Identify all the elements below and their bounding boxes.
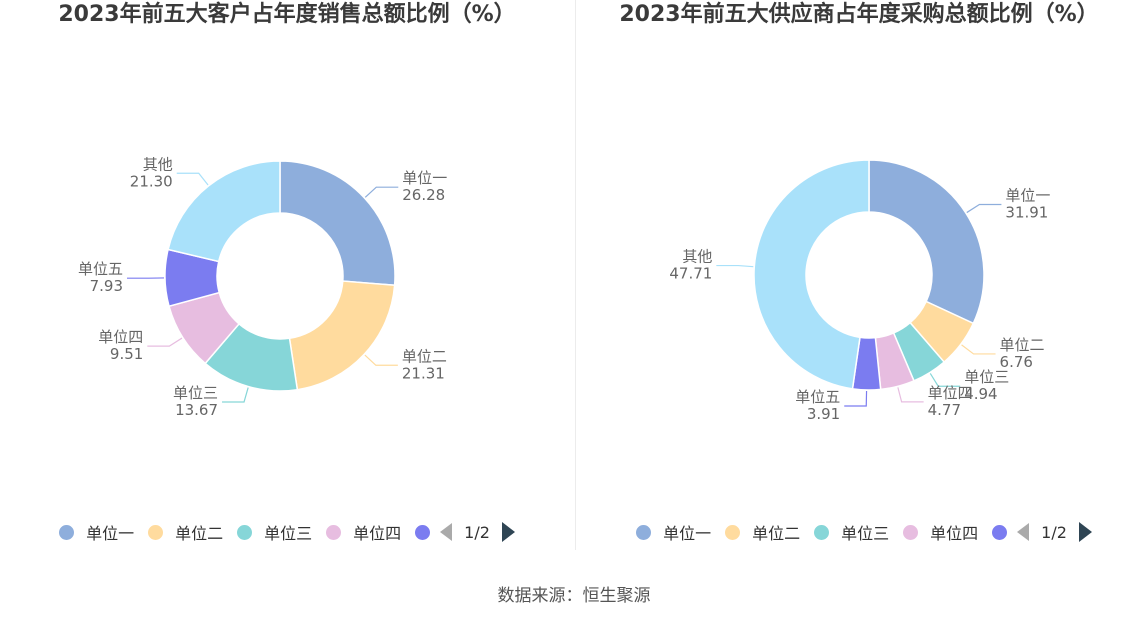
slice-value-label: 3.91 (807, 405, 840, 423)
legend-page-indicator: 1/2 (464, 522, 490, 542)
legend-swatch (725, 524, 741, 540)
next-page-icon[interactable] (501, 522, 515, 542)
slice-label: 其他 (682, 248, 712, 266)
chart-legend: 单位一 单位二 单位三 单位四 1/2 (577, 519, 1148, 545)
supplier-chart-panel: 2023年前五大供应商占年度采购总额比例（%） 单位一 31.91 单位二 6.76 单… (577, 0, 1148, 550)
data-source-note: 数据来源：恒生聚源 (497, 586, 651, 606)
legend-label: 单位三 (264, 524, 313, 543)
legend-label: 单位四 (930, 524, 979, 543)
slice-value-label: 31.91 (1005, 203, 1048, 221)
label-leader-line (176, 172, 209, 186)
legend-item[interactable]: 单位四 (903, 520, 978, 544)
slice-label: 单位五 (78, 260, 123, 278)
label-leader-line (897, 387, 924, 403)
slice-label: 单位三 (964, 368, 1009, 386)
chart-title: 2023年前五大供应商占年度采购总额比例（%） (619, 2, 1099, 27)
label-leader-line (966, 203, 1002, 214)
legend-item[interactable]: 单位二 (148, 520, 223, 544)
legend-swatch (326, 524, 342, 540)
legend-pager: 1/2 (440, 522, 515, 542)
slice-value-label: 21.30 (130, 172, 173, 190)
label-leader-line (716, 264, 754, 268)
legend-label: 单位一 (86, 524, 135, 543)
chart-title: 2023年前五大客户占年度销售总额比例（%） (58, 2, 516, 27)
donut-slice[interactable] (753, 159, 870, 390)
legend-item[interactable] (415, 524, 431, 540)
legend-swatch (148, 524, 164, 540)
slice-label: 其他 (143, 155, 173, 173)
slice-label: 单位三 (173, 384, 218, 402)
legend-pager: 1/2 (1017, 522, 1092, 542)
legend-item[interactable]: 单位一 (636, 520, 711, 544)
legend-item[interactable]: 单位三 (814, 520, 889, 544)
label-leader-line (147, 337, 183, 347)
legend-item[interactable]: 单位二 (725, 520, 800, 544)
legend-swatch (415, 524, 431, 540)
legend-swatch (814, 524, 830, 540)
slice-value-label: 21.31 (402, 364, 445, 382)
legend-item[interactable] (992, 524, 1008, 540)
slice-label: 单位二 (1000, 336, 1045, 354)
label-leader-line (364, 186, 399, 198)
slice-label: 单位五 (795, 388, 840, 406)
donut-slice[interactable] (288, 280, 396, 391)
prev-page-icon[interactable] (440, 523, 453, 541)
legend-item[interactable]: 单位一 (59, 520, 134, 544)
slice-value-label: 13.67 (175, 401, 218, 419)
label-leader-line (961, 344, 996, 355)
legend-label: 单位一 (663, 524, 712, 543)
slice-value-label: 7.93 (90, 277, 123, 295)
label-leader-line (929, 373, 961, 387)
slice-value-label: 26.28 (402, 186, 445, 204)
label-leader-line (222, 387, 249, 403)
legend-item[interactable]: 单位三 (237, 520, 312, 544)
slice-value-label: 9.51 (110, 345, 143, 363)
label-leader-line (364, 354, 398, 366)
slice-label: 单位一 (1005, 186, 1050, 204)
legend-label: 单位二 (752, 524, 801, 543)
donut-slice[interactable] (167, 160, 281, 263)
legend-label: 单位二 (175, 524, 224, 543)
slice-value-label: 47.71 (669, 265, 712, 283)
next-page-icon[interactable] (1078, 522, 1092, 542)
slice-label: 单位四 (928, 384, 973, 402)
slice-label: 单位二 (402, 347, 447, 365)
slice-value-label: 4.77 (928, 401, 961, 419)
legend-item[interactable]: 单位四 (326, 520, 401, 544)
slice-label: 单位四 (98, 328, 143, 346)
legend-label: 单位三 (841, 524, 890, 543)
prev-page-icon[interactable] (1017, 523, 1030, 541)
panel-divider (575, 0, 576, 550)
legend-label: 单位四 (353, 524, 402, 543)
label-leader-line (844, 390, 868, 407)
slice-value-label: 6.76 (1000, 353, 1033, 371)
legend-page-indicator: 1/2 (1041, 522, 1067, 542)
legend-swatch (992, 524, 1008, 540)
donut-slice[interactable] (279, 160, 396, 287)
legend-swatch (59, 524, 75, 540)
legend-swatch (636, 524, 652, 540)
donut-slice[interactable] (868, 159, 985, 325)
legend-swatch (903, 524, 919, 540)
chart-legend: 单位一 单位二 单位三 单位四 1/2 (0, 519, 574, 545)
slice-label: 单位一 (402, 169, 447, 187)
slice-value-label: 4.94 (964, 385, 997, 403)
customer-chart-panel: 2023年前五大客户占年度销售总额比例（%） 单位一 26.28 单位二 21.31 单… (0, 0, 574, 550)
legend-swatch (237, 524, 253, 540)
